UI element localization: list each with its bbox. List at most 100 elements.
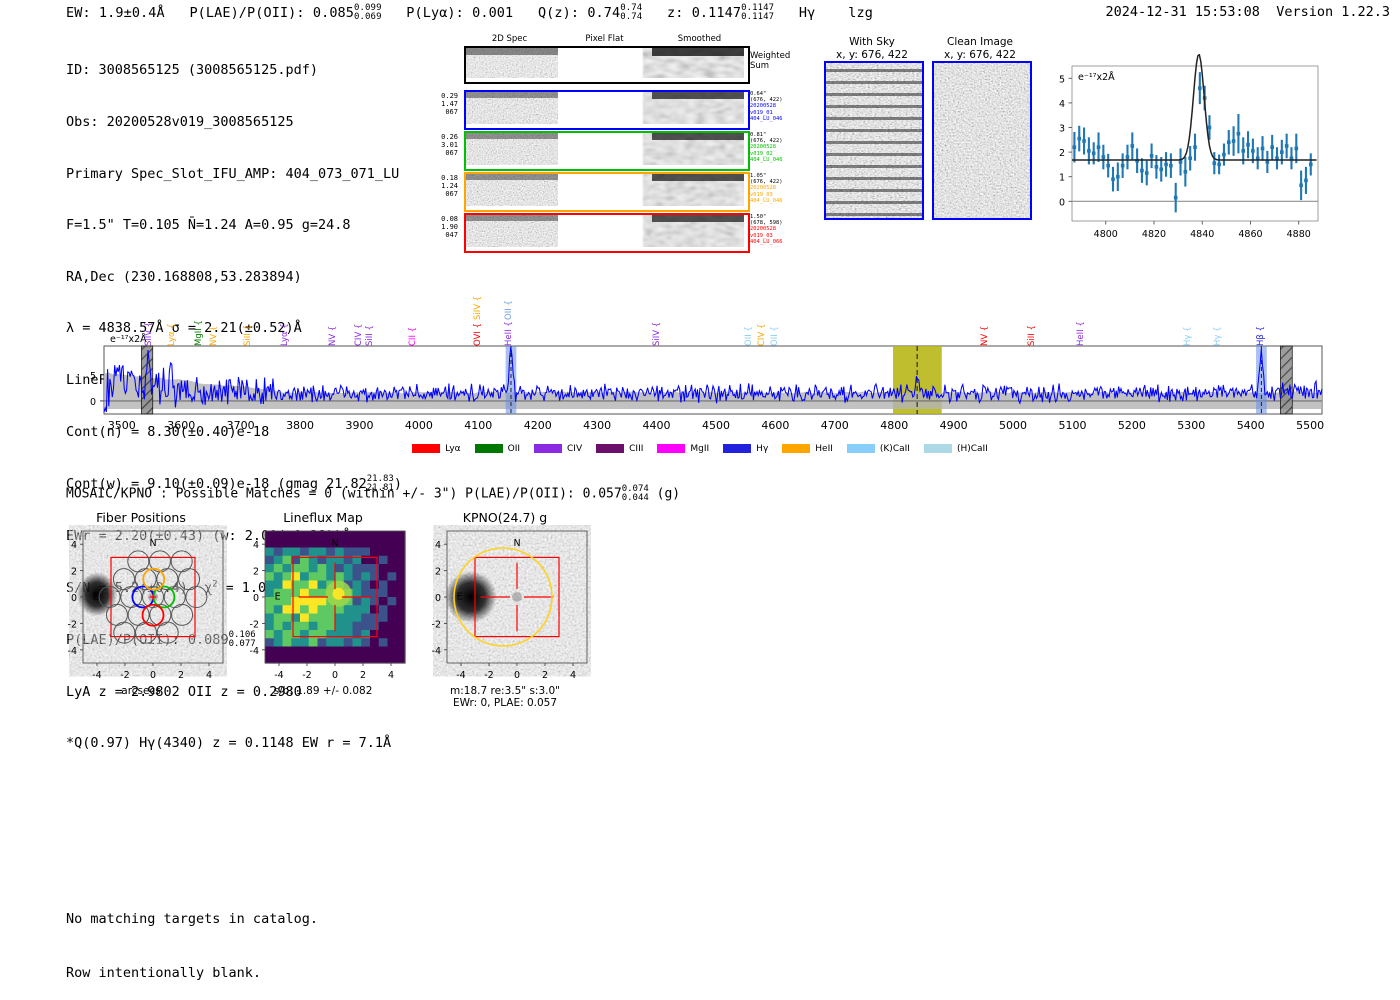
qz-lo: 0.74 — [620, 12, 643, 22]
panel-y-tick: 2 — [253, 567, 259, 578]
fiber-row-right-meta: 1.50" (678, 598) 20200528 v019_03 404_LU_066 — [750, 214, 783, 245]
weighted-sum-row — [464, 46, 750, 84]
emission-line-label: SiII { — [1027, 325, 1038, 346]
info-radec: RA,Dec (230.168808,53.283894) — [66, 268, 302, 285]
info-obs: Obs: 20200528v019_3008565125 — [66, 114, 294, 131]
legend-label: CIII — [629, 443, 644, 454]
panel-image: N E -4 -4 -2 -2 0 0 2 2 4 4 — [250, 530, 406, 681]
footer-note: No matching targets in catalog. Row inte… — [66, 874, 318, 1000]
legend-entry: HeII — [782, 438, 833, 457]
emission-line-label: Lyα { — [167, 323, 178, 346]
fiber-row-left-stats: 0.29 1.47 067 — [441, 92, 458, 117]
mosaic-text: MOSAIC/KPNO : Possible Matches = 0 (with… — [66, 486, 575, 502]
spectrum-x-tick: 4300 — [583, 419, 612, 432]
title-2d-spec: 2D Spec — [491, 34, 528, 44]
info-id: ID: 3008565125 (3008565125.pdf) — [66, 62, 318, 79]
emission-line-label: SiIV { — [473, 295, 484, 320]
svg-text:1: 1 — [1059, 173, 1065, 184]
footer-line-1: No matching targets in catalog. — [66, 911, 318, 927]
emission-line-label: Hγ { — [1213, 326, 1224, 346]
fiber-row-right-meta: 1.05" (676, 422) 20200528 v019_03 404_LU_046 — [750, 173, 783, 204]
emission-line-label: HeII { — [1076, 321, 1087, 346]
legend-label: HeII — [815, 443, 833, 454]
panel-caption-1: m:18.7 re:3.5" s:3.0" — [450, 685, 560, 697]
spectrum-x-tick: 4600 — [761, 419, 790, 432]
z-lo: 0.1147 — [741, 12, 775, 22]
fiber-row-left-stats: 0.26 3.01 067 — [441, 133, 458, 158]
clean-image — [932, 61, 1032, 220]
aperture-panel: Fiber Positions N E -4 -4 -2 -2 0 0 2 2 4 4 arcsecs — [55, 510, 227, 697]
emission-line-label: MgII { — [194, 320, 205, 346]
cutout-clean-title: Clean Image — [946, 36, 1014, 48]
panel-y-tick: -2 — [68, 619, 77, 630]
svg-text:5: 5 — [1059, 74, 1065, 85]
gmag-lo: 21.81 — [366, 483, 394, 494]
spectrum-x-tick: 3700 — [226, 419, 255, 432]
spectrum-x-tick: 4900 — [939, 419, 968, 432]
panel-caption-1: arcsecs — [121, 685, 161, 697]
svg-text:4860: 4860 — [1238, 229, 1262, 240]
emission-line-label: OII { — [504, 300, 515, 320]
panel-title: Lineflux Map — [283, 510, 363, 525]
panel-caption-2: EWr: 0, PLAE: 0.057 — [452, 697, 558, 709]
info-wavelength: λ = 4838.57Å σ = 2.21(±0.52)Å — [66, 320, 302, 337]
legend-swatch — [846, 444, 875, 453]
spectrum-x-tick: 5100 — [1058, 419, 1087, 432]
spectrum-x-tick: 3600 — [167, 419, 196, 432]
spectrum-x-tick: 4100 — [464, 419, 493, 432]
line-fit-svg: 4800 4820 4840 4860 4880 0 1 2 3 4 5 e⁻¹⁷x2Å — [1059, 53, 1319, 240]
legend-entry: CIV — [534, 438, 582, 457]
footer-line-2: Row intentionally blank. — [66, 965, 262, 981]
legend-label: MgII — [690, 443, 710, 454]
emission-line-label: SiIV { — [651, 321, 662, 346]
panel-y-tick: 0 — [253, 593, 259, 604]
mosaic-plae-lo: 0.044 — [621, 493, 649, 503]
legend-label: (K)CaII — [879, 443, 910, 454]
panel-x-tick: 0 — [332, 670, 338, 681]
spectrum-x-tick: 4500 — [701, 419, 730, 432]
compass-east: E — [275, 592, 281, 603]
emission-line-label: Hγ { — [1183, 326, 1194, 346]
line-id: Hγ — [798, 5, 816, 21]
info-primary-spec: Primary Spec_Slot_IFU_AMP: 404_073_071_L… — [66, 165, 400, 182]
spectrum-x-tick: 5400 — [1236, 419, 1265, 432]
panel-x-tick: 4 — [206, 670, 212, 681]
emission-line-label: OII { — [743, 326, 754, 346]
ew-label: EW: — [66, 5, 91, 21]
plae-hi: 0.099 — [354, 3, 382, 13]
spectrum-x-tick: 4800 — [880, 419, 909, 432]
z-label: z: — [667, 5, 684, 21]
legend-swatch — [782, 444, 811, 453]
panel-x-tick: -2 — [484, 670, 493, 681]
fiber-spec2d-image — [464, 213, 750, 253]
header-timestamp-version: 2024-12-31 15:53:08 Version 1.22.3 — [1106, 4, 1391, 20]
info-cont-n: Cont(n) = 8.30(±0.40)e-18 — [66, 423, 270, 440]
legend-swatch — [596, 444, 625, 453]
emission-line-label: CIV { — [757, 323, 768, 346]
panel-x-tick: -4 — [456, 670, 465, 681]
fiber-row: 0.26 3.01 067 0.81" (676, 422) 20200528 v019_0… — [430, 131, 815, 171]
info-fwhm: F=1.5" T=0.105 N̄=1.24 A=0.95 g=24.8 — [66, 217, 351, 234]
legend-label: (H)CaII — [956, 443, 988, 454]
plae-lo: 0.069 — [354, 12, 382, 22]
svg-text:4: 4 — [1059, 99, 1065, 110]
panel-y-tick: -4 — [250, 646, 259, 657]
fiber-row: 0.29 1.47 067 0.64" (676, 422) 20200528 v019_0… — [430, 90, 815, 130]
legend-entry: Lyα — [412, 438, 461, 457]
cutout-clean-subtitle: x, y: 676, 422 — [944, 48, 1016, 61]
svg-text:2: 2 — [1059, 148, 1065, 159]
panel-y-tick: -4 — [68, 646, 77, 657]
compass-east: E — [93, 592, 99, 603]
spectrum-x-tick: 4200 — [523, 419, 552, 432]
panel-x-tick: 0 — [514, 670, 520, 681]
info-cont-w: Cont(w) = 9.10(±0.09)e-18 (gmag 21.8221.… — [66, 474, 402, 494]
aperture-panel: KPNO(24.7) g N E -4 -4 -2 -2 0 0 2 2 4 4 m:18.7 re:3.… — [419, 510, 591, 709]
spectrum-x-tick: 3500 — [107, 419, 136, 432]
fiber-spec2d-image — [464, 90, 750, 130]
panel-image: N E -4 -4 -2 -2 0 0 2 2 4 4 — [432, 530, 588, 681]
panel-y-tick: 0 — [435, 593, 441, 604]
panel-x-tick: -2 — [302, 670, 311, 681]
svg-text:5: 5 — [90, 371, 96, 382]
emission-line-label: NV { — [327, 325, 338, 346]
fiber-row-left-stats: 0.08 1.90 047 — [441, 215, 458, 240]
